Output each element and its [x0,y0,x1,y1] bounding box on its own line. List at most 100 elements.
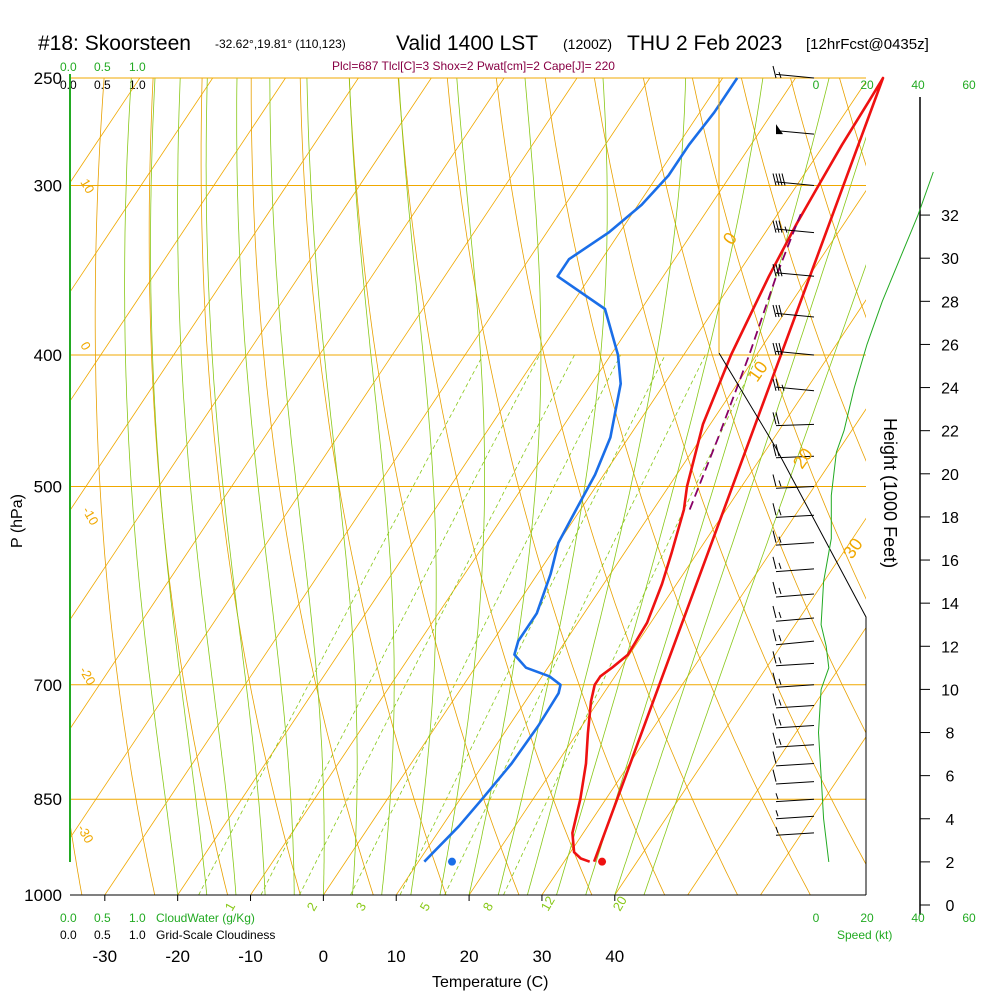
dry-adiabat-line [250,78,374,895]
wind-barb [772,693,815,709]
wind-barb [775,124,815,135]
pressure-tick-label: 850 [34,790,62,809]
wind-barb-stroke [775,486,815,489]
cloudwater-label: CloudWater (g/Kg) [156,911,255,925]
dry-adiabat-line [397,78,593,895]
bottom-scale-tick: 0.0 [60,928,77,942]
bottom-scale-tick: 1.0 [129,928,146,942]
dry-adiabat-label: 10 [744,357,772,385]
wind-barb-stroke [772,474,777,487]
pressure-tick-label: 300 [34,176,62,195]
dry-adiabat-line [148,78,228,895]
wind-speed-tick-bottom: 40 [911,911,925,925]
wind-barb-stroke [775,423,815,427]
height-tick-label: 2 [946,855,955,872]
dry-adiabat-label: -30 [74,822,96,846]
wind-barb-stroke [778,264,783,277]
wind-barb-stroke [775,514,815,518]
wind-barb-stroke [778,738,782,745]
bottom-scale-tick: 0.5 [94,911,111,925]
wind-barb-stroke [772,220,777,233]
wind-barb-stroke [778,173,783,186]
wind-barb-stroke [772,751,777,764]
wind-barb-stroke [778,71,782,79]
wind-barb-stroke [781,384,785,391]
temperature-profile-line [571,76,885,863]
wind-barb-stroke [778,678,782,685]
wind-barb [772,65,815,79]
isotherm-line [760,736,866,895]
wind-barb-stroke [775,173,780,186]
wind-barb [772,474,815,489]
wind-barb-stroke [775,444,780,457]
wind-barb-pennant [776,124,783,135]
wind-barb-stroke [781,173,786,186]
wind-barb-stroke [775,386,815,392]
wind-speed-axis-label: Speed (kt) [837,928,892,942]
wind-barb-stroke [772,672,777,685]
wind-barb [772,556,815,573]
bottom-scale-cloudwater: 0.0 0.5 1.0 CloudWater (g/Kg) [60,911,255,925]
x-axis-label: Temperature (C) [432,974,548,991]
moist-adiabat-line [439,78,486,895]
wind-barb-stroke [775,832,815,836]
height-tick-label: 22 [941,424,959,441]
wind-barb [772,713,815,729]
height-tick-label: 26 [941,337,959,354]
bottom-scale-tick: 1.0 [129,911,146,925]
wind-speed-profile-line [818,171,934,862]
wind-barb-stroke [775,455,815,459]
moist-adiabat-line [236,78,295,895]
moist-adiabat-line [306,78,358,895]
dry-adiabat-line [987,78,1000,895]
moist-adiabat-line [150,78,208,895]
wind-barb-stroke [778,657,782,664]
height-tick-label: 0 [946,898,955,915]
wind-barb-stroke [772,629,777,642]
height-tick-label: 32 [941,208,959,225]
wind-barb-stroke [775,312,815,318]
mixing-ratio-line [260,354,540,895]
wind-barb-stroke [775,228,815,234]
wind-barb-stroke [772,342,777,356]
dry-adiabat-line [0,78,9,895]
wind-barb-stroke [772,581,777,595]
wind-barb [775,810,815,820]
mixing-ratio-label: 5 [417,900,434,914]
wind-barb-stroke [778,587,782,595]
sounding-indices: Plcl=687 Tlcl[C]=3 Shox=2 Pwat[cm]=2 Cap… [332,59,615,73]
wind-barb-stroke [775,220,780,233]
moist-adiabat-line [643,264,866,895]
wind-barb-stroke [772,651,777,664]
wind-barb-stroke [772,556,777,569]
wind-barb-stroke [775,350,815,356]
height-tick-label: 14 [941,596,959,613]
dry-adiabat-line [889,78,1000,895]
mixing-ratio-line [503,354,759,895]
moist-adiabat-line [177,78,237,895]
pressure-tick-label: 500 [34,478,62,497]
dry-adiabat-label: 10 [77,176,97,196]
wind-barb-stroke [772,173,777,186]
valid-date: THU 2 Feb 2023 [627,32,782,55]
top-scale-tick: 0.0 [60,60,77,74]
wind-barb-stroke [775,568,815,573]
wind-barb-stroke [775,640,815,646]
temp-tick-label: -20 [165,947,190,966]
wind-barb-stroke [775,264,780,277]
dry-adiabat-line [94,78,156,895]
wind-barb [772,732,815,748]
wind-barb-stroke [775,826,779,834]
height-tick-label: 16 [941,553,959,570]
mixing-ratio-label: 3 [353,900,370,914]
dry-adiabat-line [594,78,866,866]
wind-barb [772,651,815,667]
wind-speed-tick-top: 60 [962,78,976,92]
wind-barb-stroke [778,634,782,642]
wind-speed-tick-bottom: 20 [860,911,874,925]
mixing-ratio-label: 8 [480,900,497,914]
wind-speed-tick-bottom: 60 [962,911,976,925]
height-tick-label: 18 [941,510,959,527]
wind-barb-stroke [775,662,815,667]
wind-barb-stroke [775,815,815,820]
